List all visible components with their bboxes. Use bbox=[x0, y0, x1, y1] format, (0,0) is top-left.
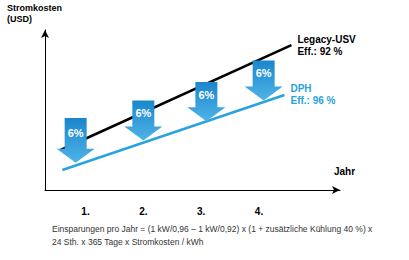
svg-text:DPH: DPH bbox=[290, 83, 311, 94]
svg-text:1.: 1. bbox=[81, 206, 90, 217]
svg-text:6%: 6% bbox=[135, 107, 151, 119]
svg-text:Einsparungen pro Jahr = (1 kW/: Einsparungen pro Jahr = (1 kW/0,96 – 1 k… bbox=[52, 224, 373, 234]
svg-text:Jahr: Jahr bbox=[334, 166, 355, 177]
svg-text:Stromkosten: Stromkosten bbox=[7, 3, 62, 13]
svg-text:Eff.: 96 %: Eff.: 96 % bbox=[290, 95, 335, 106]
svg-text:6%: 6% bbox=[198, 89, 214, 101]
svg-text:(USD): (USD) bbox=[7, 14, 32, 24]
svg-text:3.: 3. bbox=[197, 206, 206, 217]
svg-text:Eff.: 92 %: Eff.: 92 % bbox=[297, 46, 342, 57]
svg-text:Legacy-USV: Legacy-USV bbox=[297, 34, 356, 45]
svg-text:2.: 2. bbox=[139, 206, 148, 217]
svg-text:24 Sth. x 365 Tage x Stromkost: 24 Sth. x 365 Tage x Stromkosten / kWh bbox=[52, 237, 204, 247]
svg-text:4.: 4. bbox=[255, 206, 264, 217]
svg-text:6%: 6% bbox=[256, 67, 272, 79]
svg-text:6%: 6% bbox=[68, 127, 84, 139]
